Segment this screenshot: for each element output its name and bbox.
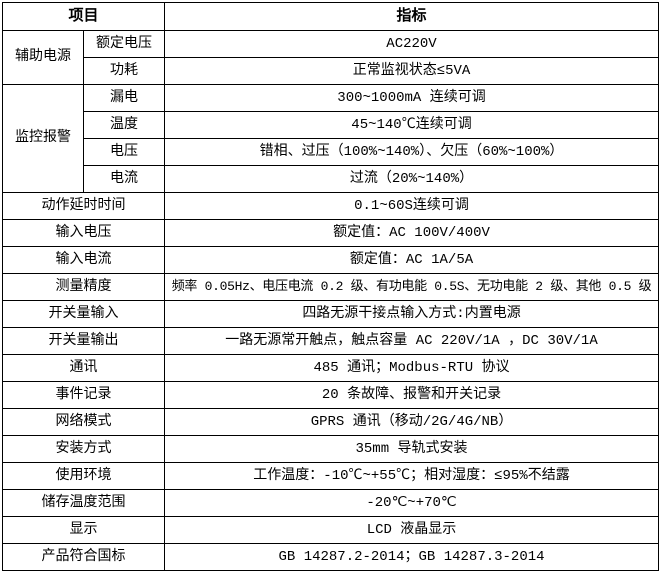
- item-cell: 输入电压: [1, 219, 166, 247]
- spec-table-body: 辅助电源 额定电压 AC220V 功耗 正常监视状态≤5VA 监控报警 漏电 300~1000…: [1, 30, 660, 571]
- spec-value-cell: 过流（20%~140%）: [164, 165, 660, 193]
- item-cell: 产品符合国标: [1, 543, 166, 571]
- table-row: 显示 LCD 液晶显示: [1, 516, 660, 544]
- spec-value-cell: LCD 液晶显示: [164, 516, 660, 544]
- table-row: 动作延时时间 0.1~60S连续可调: [1, 192, 660, 220]
- table-row: 通讯 485 通讯；Modbus-RTU 协议: [1, 354, 660, 382]
- item-cell: 显示: [1, 516, 166, 544]
- item-cell: 输入电流: [1, 246, 166, 274]
- table-row: 输入电压 额定值：AC 100V/400V: [1, 219, 660, 247]
- spec-value-cell: 额定值：AC 1A/5A: [164, 246, 660, 274]
- item-cell: 储存温度范围: [1, 489, 166, 517]
- item-cell: 安装方式: [1, 435, 166, 463]
- item-sub-cell: 电压: [82, 138, 166, 166]
- spec-value-cell: 35mm 导轨式安装: [164, 435, 660, 463]
- spec-value-cell: GPRS 通讯（移动/2G/4G/NB）: [164, 408, 660, 436]
- table-row: 电压 错相、过压（100%~140%）、欠压（60%~100%）: [3, 138, 660, 166]
- table-row: 事件记录 20 条故障、报警和开关记录: [1, 381, 660, 409]
- item-cell: 开关量输出: [1, 327, 166, 355]
- spec-value-cell: 额定值：AC 100V/400V: [164, 219, 660, 247]
- table-row: 监控报警 漏电 300~1000mA 连续可调: [2, 84, 660, 193]
- spec-value-cell: 300~1000mA 连续可调: [164, 84, 660, 112]
- item-group-cell: 监控报警: [2, 84, 84, 193]
- table-row: 产品符合国标 GB 14287.2-2014；GB 14287.3-2014: [1, 543, 660, 571]
- table-row: 使用环境 工作温度：-10℃~+55℃；相对湿度：≤95%不结露: [1, 462, 660, 490]
- item-sub-cell: 额定电压: [82, 30, 166, 58]
- table-row: 开关量输入 四路无源干接点输入方式:内置电源: [1, 300, 660, 328]
- item-cell: 使用环境: [1, 462, 166, 490]
- spec-value-cell: 频率 0.05Hz、电压电流 0.2 级、有功电能 0.5S、无功电能 2 级、…: [164, 273, 660, 301]
- item-group-cell: 辅助电源: [2, 30, 84, 85]
- table-row: 功耗 正常监视状态≤5VA: [3, 57, 660, 85]
- item-cell: 事件记录: [1, 381, 166, 409]
- spec-value-cell: -20℃~+70℃: [164, 489, 660, 517]
- spec-value-cell: 20 条故障、报警和开关记录: [164, 381, 660, 409]
- spec-value-cell: AC220V: [164, 30, 660, 58]
- table-row: 电流 过流（20%~140%）: [3, 165, 660, 193]
- spec-value-cell: 工作温度：-10℃~+55℃；相对湿度：≤95%不结露: [164, 462, 660, 490]
- item-cell: 测量精度: [1, 273, 166, 301]
- spec-value-cell: 485 通讯；Modbus-RTU 协议: [164, 354, 660, 382]
- item-cell: 开关量输入: [1, 300, 166, 328]
- header-item: 项目: [1, 2, 166, 31]
- table-row: 安装方式 35mm 导轨式安装: [1, 435, 660, 463]
- item-sub-cell: 电流: [82, 165, 166, 193]
- spec-value-cell: 一路无源常开触点，触点容量 AC 220V/1A ，DC 30V/1A: [164, 327, 660, 355]
- item-cell: 动作延时时间: [1, 192, 166, 220]
- spec-value-cell: 正常监视状态≤5VA: [164, 57, 660, 85]
- table-row: 测量精度 频率 0.05Hz、电压电流 0.2 级、有功电能 0.5S、无功电能 …: [1, 273, 660, 301]
- item-cell: 网络模式: [1, 408, 166, 436]
- spec-table-header: 项目 指标: [1, 2, 660, 31]
- table-row: 温度 45~140℃连续可调: [3, 111, 660, 139]
- spec-value-cell: 错相、过压（100%~140%）、欠压（60%~100%）: [164, 138, 660, 166]
- table-row: 辅助电源 额定电压 AC220V: [2, 30, 660, 85]
- spec-value-cell: GB 14287.2-2014；GB 14287.3-2014: [164, 543, 660, 571]
- spec-value-cell: 四路无源干接点输入方式:内置电源: [164, 300, 660, 328]
- spec-value-cell: 0.1~60S连续可调: [164, 192, 660, 220]
- header-spec: 指标: [164, 2, 660, 31]
- table-row: 开关量输出 一路无源常开触点，触点容量 AC 220V/1A ，DC 30V/1A: [1, 327, 660, 355]
- table-row: 输入电流 额定值：AC 1A/5A: [1, 246, 660, 274]
- header-row: 项目 指标: [1, 2, 660, 31]
- table-row: 网络模式 GPRS 通讯（移动/2G/4G/NB）: [1, 408, 660, 436]
- item-sub-cell: 温度: [82, 111, 166, 139]
- table-row: 储存温度范围 -20℃~+70℃: [1, 489, 660, 517]
- item-sub-cell: 漏电: [82, 84, 166, 112]
- spec-value-cell: 45~140℃连续可调: [164, 111, 660, 139]
- item-sub-cell: 功耗: [82, 57, 166, 85]
- item-cell: 通讯: [1, 354, 166, 382]
